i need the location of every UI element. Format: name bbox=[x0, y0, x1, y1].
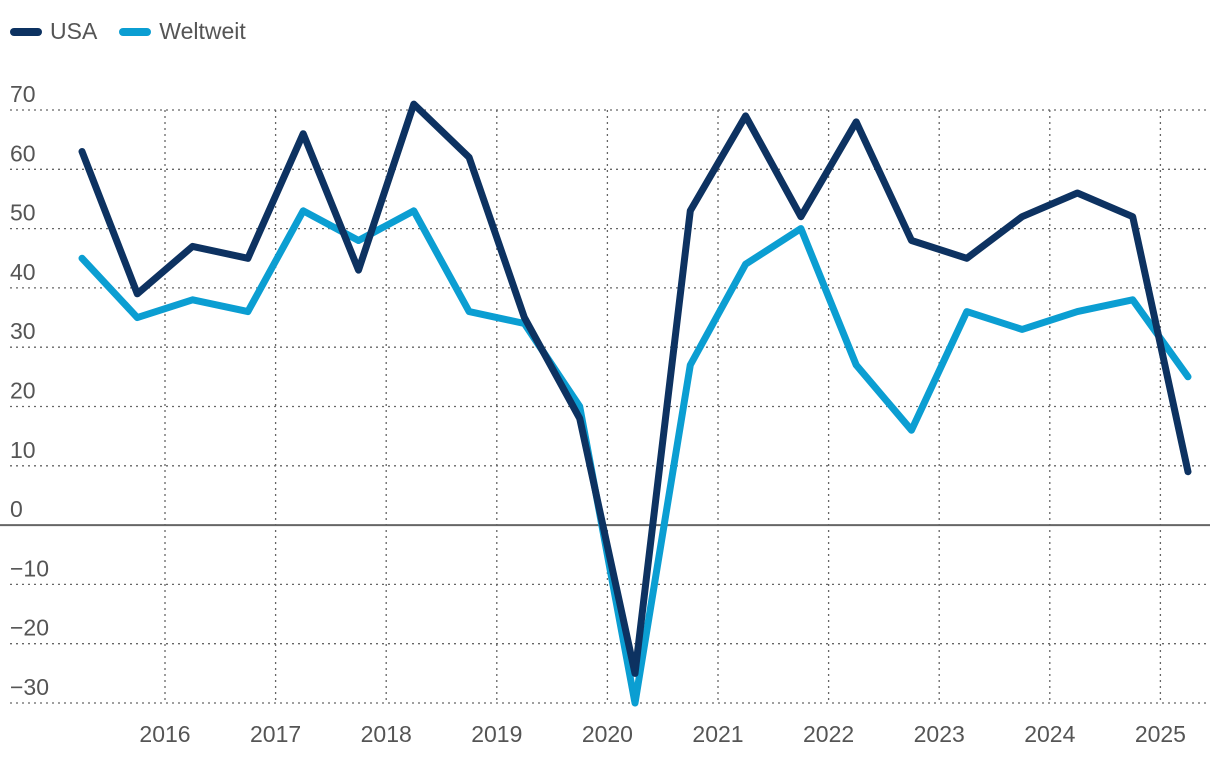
legend-swatch-usa bbox=[10, 27, 42, 36]
x-tick-label: 2025 bbox=[1135, 721, 1186, 747]
y-tick-label: 40 bbox=[10, 259, 36, 285]
x-axis-tick-labels: 2016 2017 2018 2019 2020 2021 2022 2023 2024 2025 bbox=[139, 721, 1186, 747]
legend-label-usa: USA bbox=[50, 18, 98, 44]
series-line-usa bbox=[78, 100, 1192, 677]
legend-label-weltweit: Weltweit bbox=[159, 18, 246, 44]
x-tick-label: 2020 bbox=[582, 721, 633, 747]
x-tick-label: 2016 bbox=[139, 721, 190, 747]
x-tick-label: 2023 bbox=[914, 721, 965, 747]
y-tick-label: 50 bbox=[10, 200, 36, 226]
x-tick-label: 2021 bbox=[692, 721, 743, 747]
y-tick-label: 60 bbox=[10, 140, 36, 166]
y-tick-label: −30 bbox=[10, 674, 49, 700]
y-tick-label: 20 bbox=[10, 378, 36, 404]
x-tick-label: 2024 bbox=[1024, 721, 1075, 747]
y-axis-tick-labels: 70 60 50 40 30 20 10 0 −10 −20 −30 bbox=[10, 81, 49, 700]
series-line-weltweit bbox=[78, 207, 1192, 707]
legend-item-weltweit: Weltweit bbox=[119, 18, 246, 45]
y-tick-label: −20 bbox=[10, 615, 49, 641]
series-lines bbox=[78, 100, 1192, 707]
chart-legend: USA Weltweit bbox=[10, 18, 268, 45]
grid-lines bbox=[0, 109, 1210, 704]
y-tick-label: 70 bbox=[10, 81, 36, 107]
x-tick-label: 2022 bbox=[803, 721, 854, 747]
x-tick-label: 2017 bbox=[250, 721, 301, 747]
y-tick-label: 0 bbox=[10, 496, 23, 522]
y-tick-label: 30 bbox=[10, 318, 36, 344]
y-tick-label: −10 bbox=[10, 555, 49, 581]
legend-swatch-weltweit bbox=[119, 27, 152, 36]
x-tick-label: 2019 bbox=[471, 721, 522, 747]
y-tick-label: 10 bbox=[10, 437, 36, 463]
x-tick-label: 2018 bbox=[361, 721, 412, 747]
legend-item-usa: USA bbox=[10, 18, 97, 45]
